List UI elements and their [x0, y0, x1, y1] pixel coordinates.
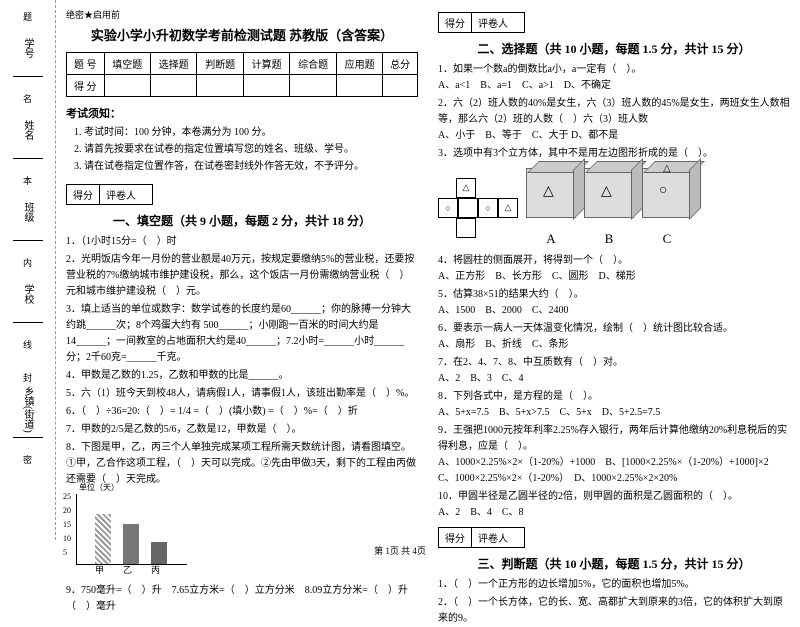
side-char: 密 — [0, 453, 55, 466]
marker-label: 评卷人 — [100, 185, 152, 204]
q1-1: 1．（1小时15分=（ ）时 — [66, 234, 418, 250]
cube-label: A — [526, 231, 576, 247]
right-column: 得分评卷人 二、选择题（共 10 小题，每题 1.5 分，共计 15 分） 1．… — [438, 8, 790, 540]
left-column: 绝密★启用前 实验小学小升初数学考前检测试题 苏教版（含答案） 题 号 填空题 … — [66, 8, 418, 540]
q2-1: 1．如果一个数a的倒数比a小，a一定有（ ）。 A、a<1 B、a=1 C、a>… — [438, 62, 790, 94]
th: 综合题 — [290, 53, 336, 75]
field-line — [13, 321, 43, 323]
cube-label: C — [642, 231, 692, 247]
ytick: 20 — [63, 506, 71, 515]
notice-item: 请在试卷指定位置作答，在试卷密封线外作答无效，不予评分。 — [84, 159, 418, 174]
q2-2: 2．六（2）班人数的40%是女生，六（3）班人数的45%是女生，两班女生人数相等… — [438, 96, 790, 144]
margin-label-town: 乡镇(街道) — [20, 384, 35, 434]
section-1-title: 一、填空题（共 9 小题，每题 2 分，共计 18 分） — [66, 212, 418, 229]
score-label: 得分 — [67, 185, 100, 204]
margin-label-class: 班级 — [20, 187, 35, 237]
field-line — [13, 436, 43, 438]
q2-8: 8．下列各式中，是方程的是（ ）。 A、5+x=7.5 B、5+x>7.5 C、… — [438, 389, 790, 421]
side-char: 题 — [0, 10, 55, 23]
binding-margin: 题 学号 名 姓名 本 班级 内 学校 线 封 乡镇(街道) 密 — [0, 0, 56, 540]
bar-jia — [95, 514, 111, 564]
margin-label-school: 学校 — [20, 269, 35, 319]
ytick: 5 — [63, 548, 67, 557]
q1-5: 5．六（1）班今天到校48人，请病假1人，请事假1人，该班出勤率是（ ）%。 — [66, 386, 418, 402]
side-char: 线 — [0, 338, 55, 351]
ytick: 15 — [63, 520, 71, 529]
q2-10: 10．甲圆半径是乙圆半径的2倍，则甲圆的面积是乙圆面积的（ ）。 A、2 B、4… — [438, 489, 790, 521]
side-char: 内 — [0, 256, 55, 269]
cube-label: B — [584, 231, 634, 247]
notice-header: 考试须知： — [66, 105, 418, 121]
q2-4: 4．将圆柱的侧面展开，将得到一个（ ）。 A、正方形 B、长方形 C、圆形 D、… — [438, 253, 790, 285]
notice-item: 请首先按要求在试卷的指定位置填写您的姓名、班级、学号。 — [84, 142, 418, 157]
score-marker-box: 得分评卷人 — [438, 12, 525, 33]
q1-4: 4．甲数是乙数的1.25，乙数和甲数的比是______。 — [66, 368, 418, 384]
field-line — [13, 157, 43, 159]
cube-c: ○△C — [642, 168, 692, 247]
score-label: 得分 — [439, 13, 472, 32]
q1-8: 8．下图是甲，乙，丙三个人单独完成某项工程所需天数统计图，请看图填空。①甲，乙合… — [66, 440, 418, 488]
bar-chart: 25 20 15 10 5 单位（天） 甲 乙 丙 — [76, 494, 187, 565]
q2-7: 7．在2、4、7、8、中互质数有（ ）对。 A、2 B、3 C、4 — [438, 355, 790, 387]
side-char: 本 — [0, 174, 55, 187]
score-label: 得分 — [439, 528, 472, 547]
content-area: 绝密★启用前 实验小学小升初数学考前检测试题 苏教版（含答案） 题 号 填空题 … — [56, 0, 800, 540]
bar-yi — [123, 524, 139, 564]
q3-2: 2．（ ）一个长方体，它的长、宽、高都扩大到原来的3倍，它的体积扩大到原来的9。 — [438, 595, 790, 627]
marker-label: 评卷人 — [472, 13, 524, 32]
th: 题 号 — [67, 53, 105, 75]
q2-6: 6．要表示一病人一天体温变化情况，绘制（ ）统计图比较合适。 A、扇形 B、折线… — [438, 321, 790, 353]
q1-6: 6．（ ）÷36=20:（ ）= 1/4 =（ ）(填小数) =（ ）%=（ ）… — [66, 404, 418, 420]
secret-label: 绝密★启用前 — [66, 8, 418, 21]
th: 应用题 — [336, 53, 382, 75]
q2-5: 5．估算38×51的结果大约（ ）。 A、1500 B、2000 C、2400 — [438, 287, 790, 319]
q2-3: 3．选项中有3个立方体，其中不是用左边图形折成的是（ ）。 — [438, 146, 790, 162]
q1-7: 7．甲数的2/5是乙数的5/6，乙数是12，甲数是（ ）。 — [66, 422, 418, 438]
field-line — [13, 239, 43, 241]
notice-list: 考试时间：100 分钟，本卷满分为 100 分。 请首先按要求在试卷的指定位置填… — [66, 125, 418, 174]
q1-3: 3．填上适当的单位或数字：数学试卷的长度约是60______；你的脉搏一分钟大约… — [66, 302, 418, 366]
q1-9: 9．750毫升=（ ）升 7.65立方米=（ ）立方分米 8.09立方分米=（ … — [66, 583, 418, 615]
ytick: 10 — [63, 534, 71, 543]
notice-item: 考试时间：100 分钟，本卷满分为 100 分。 — [84, 125, 418, 140]
score-marker-box: 得分评卷人 — [438, 527, 525, 548]
th: 总分 — [383, 53, 418, 75]
th: 判断题 — [197, 53, 243, 75]
side-char: 封 — [0, 371, 55, 384]
cube-b: △○B — [584, 168, 634, 247]
margin-label-id: 学号 — [20, 23, 35, 73]
field-line — [13, 75, 43, 77]
chart-ylabel: 单位（天） — [79, 482, 119, 493]
row-label: 得 分 — [67, 75, 105, 97]
th: 填空题 — [104, 53, 150, 75]
th: 选择题 — [151, 53, 197, 75]
side-char: 名 — [0, 92, 55, 105]
exam-title: 实验小学小升初数学考前检测试题 苏教版（含答案） — [66, 25, 418, 44]
score-marker-box: 得分评卷人 — [66, 184, 153, 205]
q3-1: 1．（ ）一个正方形的边长增加5%，它的面积也增加5%。 — [438, 577, 790, 593]
score-table: 题 号 填空题 选择题 判断题 计算题 综合题 应用题 总分 得 分 — [66, 52, 418, 97]
section-2-title: 二、选择题（共 10 小题，每题 1.5 分，共计 15 分） — [438, 40, 790, 57]
margin-label-name: 姓名 — [20, 105, 35, 155]
ytick: 25 — [63, 492, 71, 501]
cube-a: △○A — [526, 168, 576, 247]
cube-net: △ ○○△ — [438, 178, 518, 238]
q2-9: 9．王强把1000元按年利率2.25%存入银行，两年后计算他缴纳20%利息税后的… — [438, 423, 790, 487]
th: 计算题 — [243, 53, 289, 75]
marker-label: 评卷人 — [472, 528, 524, 547]
bar-bing — [151, 542, 167, 564]
q1-2: 2．光明饭店今年一月份的营业额是40万元，按规定要缴纳5%的营业税，还要按营业税… — [66, 252, 418, 300]
section-3-title: 三、判断题（共 10 小题，每题 1.5 分，共计 15 分） — [438, 555, 790, 572]
